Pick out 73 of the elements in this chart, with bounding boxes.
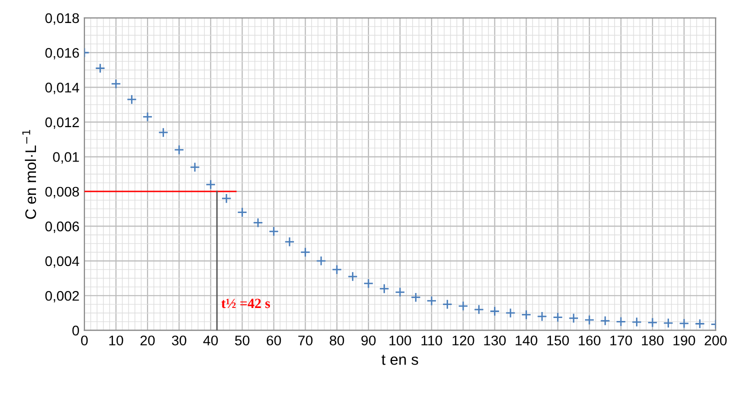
y-tick-label: 0 — [72, 326, 80, 336]
x-tick-label: 20 — [140, 336, 155, 346]
point — [379, 284, 390, 294]
x-tick-label: 110 — [422, 336, 442, 346]
point — [616, 316, 626, 327]
point — [568, 313, 579, 324]
y-tick-label: 0,018 — [45, 13, 79, 25]
point — [458, 300, 468, 312]
x-tick-label: 180 — [642, 336, 664, 346]
annotation: t½ =42 s — [221, 298, 270, 308]
point — [490, 306, 500, 316]
x-tick-label: 100 — [389, 336, 412, 346]
x-tick-label: 170 — [610, 336, 632, 346]
x-tick-label: 90 — [361, 336, 376, 346]
x-tick-label: 130 — [484, 336, 506, 346]
point — [110, 78, 122, 89]
point — [300, 247, 310, 258]
point — [521, 310, 532, 320]
point — [332, 264, 342, 275]
x-tick-label: 60 — [266, 336, 281, 346]
y-tick-label: 0,016 — [45, 48, 79, 60]
point — [394, 287, 406, 298]
point — [600, 316, 610, 326]
y-tick-label: 0,006 — [45, 222, 79, 234]
point — [442, 299, 452, 310]
point — [174, 144, 184, 155]
x-tick-label: 50 — [235, 336, 250, 346]
x-tick-label: 40 — [203, 336, 218, 346]
point — [536, 311, 548, 322]
point — [678, 318, 690, 328]
x-tick-label: 0 — [81, 336, 88, 346]
x-tick-label: 150 — [547, 336, 569, 346]
point — [142, 112, 153, 122]
x-tick-label: 190 — [674, 336, 696, 346]
x-tick-label: 140 — [516, 336, 538, 346]
point — [426, 296, 437, 306]
point — [474, 304, 484, 315]
point — [410, 292, 421, 302]
point — [584, 314, 594, 326]
point — [284, 236, 295, 247]
point — [206, 179, 216, 190]
x-tick-label: 80 — [330, 336, 344, 346]
point — [158, 127, 168, 138]
point — [190, 162, 200, 172]
x-tick-label: 10 — [109, 336, 124, 346]
x-tick-label: 70 — [298, 336, 313, 346]
point — [95, 63, 106, 74]
point — [221, 193, 232, 204]
point — [694, 318, 705, 329]
x-axis-title: t en s — [382, 354, 418, 365]
x-tick-label: 120 — [452, 336, 474, 346]
point — [268, 226, 279, 236]
y-tick-label: 0,014 — [45, 82, 80, 94]
point — [632, 316, 642, 328]
point — [316, 256, 326, 266]
point — [505, 308, 516, 318]
x-tick-label: 200 — [704, 336, 727, 346]
y-tick-label: 0,002 — [45, 290, 79, 302]
y-tick-label: 0,012 — [45, 117, 79, 129]
point — [348, 271, 358, 282]
point — [552, 312, 563, 322]
point — [647, 317, 658, 328]
y-tick-label: 0,004 — [45, 256, 80, 268]
y-axis-title: C en mol·L$^{−1}$ — [22, 130, 36, 219]
y-tick-label: 0,008 — [45, 186, 79, 198]
point — [663, 318, 674, 328]
x-tick-label: 30 — [172, 336, 186, 346]
x-tick-label: 160 — [578, 336, 600, 346]
point — [126, 94, 137, 105]
point — [237, 207, 248, 218]
point — [363, 278, 374, 289]
point — [252, 218, 264, 228]
y-tick-label: 0,01 — [53, 152, 79, 164]
